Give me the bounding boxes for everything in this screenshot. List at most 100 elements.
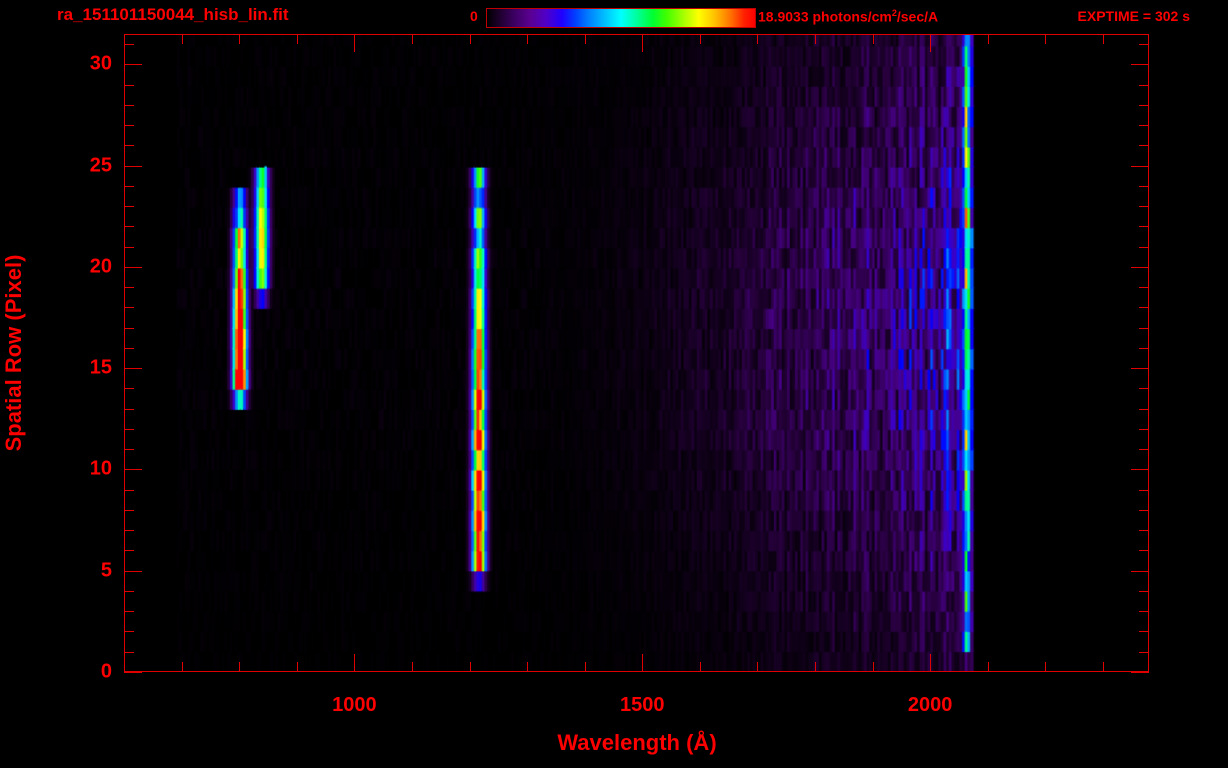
y-tick-left [124, 185, 134, 187]
x-tick-top [815, 34, 816, 44]
colorbar-min-label: 0 [470, 8, 478, 24]
y-tick-right [1139, 226, 1149, 228]
x-tick-top [239, 34, 241, 44]
x-tick-top [1045, 34, 1047, 44]
x-tick-top [642, 34, 644, 52]
y-tick-right [1139, 347, 1149, 349]
y-tick-right [1139, 185, 1149, 187]
y-tick-left [124, 509, 134, 511]
y-tick-right [1139, 530, 1149, 532]
x-tick-minor [699, 662, 701, 672]
x-tick-top [411, 34, 413, 44]
y-tick-left [124, 165, 142, 167]
y-tick-left [124, 44, 134, 46]
y-tick-left [124, 631, 134, 633]
x-tick-top [930, 34, 932, 52]
y-tick-left [124, 408, 134, 410]
x-tick-minor [469, 662, 471, 672]
y-tick-right [1131, 368, 1149, 370]
y-tick-left [124, 449, 134, 451]
y-tick-left [124, 84, 134, 86]
x-tick-minor [930, 654, 932, 672]
y-tick-left [124, 307, 134, 309]
x-tick-minor [757, 662, 759, 672]
y-tick-left [124, 489, 134, 491]
x-tick-label: 2000 [907, 694, 953, 716]
y-tick-right [1131, 672, 1149, 673]
x-tick-top [584, 34, 586, 44]
y-tick-right [1139, 489, 1149, 491]
y-tick-left [124, 672, 142, 673]
y-tick-left [124, 206, 134, 208]
y-tick-left [124, 226, 134, 228]
y-tick-left [124, 428, 134, 430]
colorbar-units-prefix: photons/cm [808, 8, 892, 25]
x-tick-minor [296, 662, 298, 672]
y-tick-left [124, 125, 134, 127]
page-title: ra_151101150044_hisb_lin.fit [57, 5, 289, 24]
x-tick-top [1102, 34, 1104, 44]
y-tick-right [1139, 408, 1149, 410]
y-tick-left [124, 590, 134, 592]
y-tick-right [1139, 509, 1149, 511]
y-tick-right [1139, 428, 1149, 430]
y-tick-label: 10 [89, 457, 112, 480]
y-tick-left [124, 287, 134, 289]
y-tick-left [124, 104, 134, 106]
colorbar-max-value: 18.9033 [758, 8, 809, 25]
y-tick-left [124, 327, 134, 329]
x-tick-top [527, 34, 529, 44]
y-tick-right [1131, 469, 1149, 471]
y-tick-right [1139, 104, 1149, 106]
plot-frame [124, 34, 1149, 672]
y-tick-left [124, 469, 142, 471]
x-tick-minor [411, 662, 413, 672]
x-tick-minor [1102, 662, 1104, 672]
x-tick-top [699, 34, 701, 44]
y-tick-right [1139, 145, 1149, 147]
y-tick-left [124, 550, 134, 552]
y-tick-left [124, 368, 142, 370]
y-tick-right [1139, 246, 1149, 248]
intensity-colorbar [486, 8, 756, 28]
y-tick-right [1131, 165, 1149, 167]
y-tick-right [1139, 44, 1149, 46]
x-tick-label: 1500 [620, 694, 665, 716]
x-tick-top [354, 34, 356, 52]
colorbar-units-exponent: 2 [891, 8, 897, 18]
x-tick-minor [527, 662, 529, 672]
y-tick-left [124, 570, 142, 572]
y-tick-right [1139, 84, 1149, 86]
y-axis-title: Spatial Row (Pixel) [1, 254, 26, 452]
y-tick-left [124, 388, 134, 390]
y-tick-left [124, 64, 142, 66]
colorbar-units-suffix: /sec/A [896, 8, 939, 25]
y-tick-label: 30 [89, 52, 112, 75]
x-tick-minor [987, 662, 989, 672]
y-tick-right [1139, 287, 1149, 289]
x-tick-minor [181, 662, 183, 672]
y-tick-right [1139, 631, 1149, 633]
x-tick-minor [642, 654, 644, 672]
x-tick-minor [872, 662, 874, 672]
y-tick-right [1131, 570, 1149, 572]
y-tick-left [124, 530, 134, 532]
colorbar-max-label: 18.9033 photons/cm2/sec/A [758, 8, 938, 25]
x-tick-minor [584, 662, 586, 672]
spectrogram-image [125, 35, 1148, 671]
y-tick-right [1131, 266, 1149, 268]
y-tick-left [124, 611, 134, 613]
x-tick-label: 1000 [332, 694, 377, 716]
x-tick-top [296, 34, 298, 44]
x-axis-title: Wavelength (Å) [557, 730, 717, 755]
y-tick-right [1139, 388, 1149, 390]
y-tick-right [1139, 590, 1149, 592]
y-tick-right [1139, 611, 1149, 613]
y-tick-right [1139, 125, 1149, 127]
y-tick-right [1131, 64, 1149, 66]
x-tick-top [469, 34, 471, 44]
x-tick-minor [354, 654, 356, 672]
y-tick-label: 25 [89, 154, 112, 177]
y-tick-right [1139, 651, 1149, 653]
